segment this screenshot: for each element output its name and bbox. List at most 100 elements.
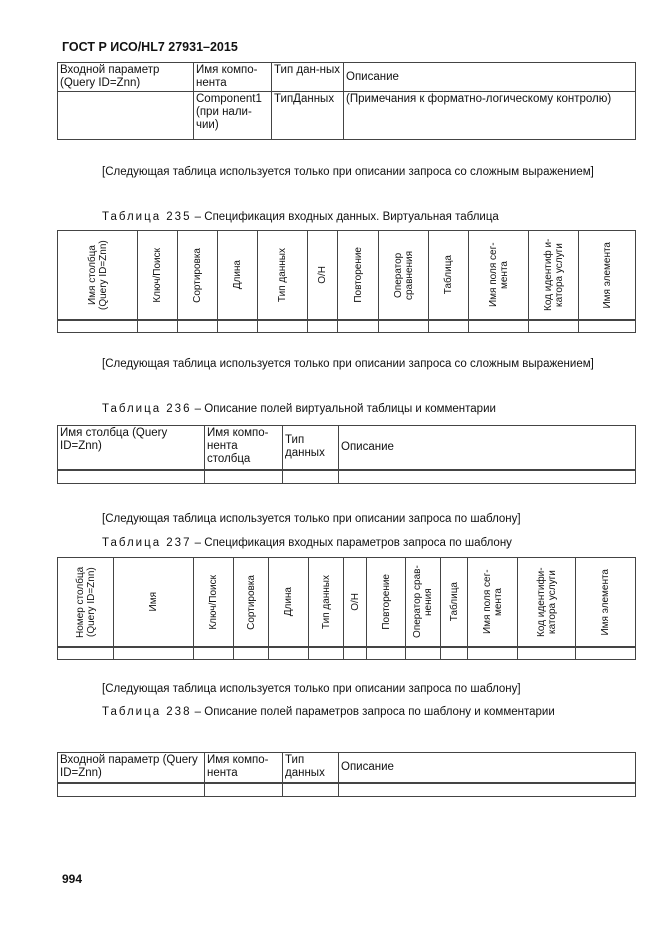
table-cell (308, 646, 344, 660)
table-235: Имя столбца (Query ID=Znn) Ключ/Поиск Сорт… (57, 230, 636, 333)
table-cell: Имя столбца (Query ID=Znn) (57, 425, 205, 471)
cell-text: Имя поля сег-мента (481, 569, 504, 635)
table-cell: Имя элемента (578, 230, 636, 321)
table-cell (113, 646, 194, 660)
cell-text: Таблица 238 (102, 706, 192, 718)
table-cell: Ключ/Поиск (137, 230, 178, 321)
cell-text: Ключ/Поиск (208, 574, 219, 630)
table-cell (405, 646, 441, 660)
table-cell (378, 319, 429, 333)
cell-text: Повторение (352, 247, 364, 303)
cell-text: Таблица 235 (102, 211, 192, 223)
cell: (Примечания к форматно-логическому контр… (343, 91, 636, 140)
table-cell: О/Н (343, 557, 367, 648)
cell (57, 91, 194, 140)
table-cell: О/Н (307, 230, 338, 321)
table-cell (57, 469, 205, 484)
table-cell (468, 319, 529, 333)
table-cell: Ключ/Поиск (193, 557, 234, 648)
table-caption-235: Таблица 235 – Спецификация входных данны… (62, 211, 630, 223)
table-caption-237: Таблица 237 – Спецификация входных парам… (62, 537, 630, 549)
table-cell (57, 319, 138, 333)
table-cell (257, 319, 308, 333)
table-cell: Номер столбца (Query ID=Znn) (57, 557, 114, 648)
document-header: ГОСТ Р ИСО/HL7 27931–2015 (62, 40, 238, 54)
note-paragraph: [Следующая таблица используется только п… (102, 683, 521, 695)
table-cell: Имя компо-нента столбца (204, 425, 283, 471)
table-cell: Имя компо-нента (204, 752, 283, 784)
table-cell (467, 646, 518, 660)
table-cell: Повторение (366, 557, 406, 648)
table-cell (338, 782, 636, 797)
table-cell (57, 782, 205, 797)
table-cell: Входной параметр (Query ID=Znn) (57, 752, 205, 784)
cell-text: Тип данных (320, 574, 332, 630)
table-237: Номер столбца (Query ID=Znn) Имя Ключ/Поис… (57, 557, 636, 660)
cell-text: Сортировка (245, 574, 257, 630)
cell-text: Имя элемента (601, 241, 613, 309)
table-cell: Тип данных (308, 557, 344, 648)
table-cell: Оператор сравнения (378, 230, 429, 321)
cell-text: Имя (148, 592, 159, 612)
table-cell (337, 319, 379, 333)
table-top: Входной параметр (Query ID=Znn) Имя компо… (57, 62, 636, 140)
table-cell: Код идентиф и-катора услуги (528, 230, 579, 321)
cell-text: Сортировка (192, 247, 203, 303)
table-cell: Сортировка (177, 230, 218, 321)
cell-text: Ключ/Поиск (152, 247, 163, 303)
table-cell: Код идентифи-катора услуги (517, 557, 576, 648)
table-cell (282, 782, 339, 797)
cell-text: Код идентиф и-катора услуги (542, 238, 565, 312)
cell-text: Длина (283, 587, 294, 617)
table-cell: Таблица (440, 557, 468, 648)
table-cell (440, 646, 468, 660)
table-cell: Длина (217, 230, 258, 321)
table-cell (517, 646, 576, 660)
cell-text: Таблица 237 (102, 537, 192, 549)
table-cell: Повторение (337, 230, 379, 321)
table-cell (204, 782, 283, 797)
cell-text: Номер столбца (Query ID=Znn) (74, 566, 97, 638)
note-paragraph: [Следующая таблица используется только п… (102, 166, 594, 178)
table-cell (217, 319, 258, 333)
table-236: Имя столбца (Query ID=Znn) Имя компо-нент… (57, 425, 636, 484)
table-cell: Имя элемента (575, 557, 636, 648)
cell-text: Таблица (448, 582, 460, 622)
cell-text: – Описание полей виртуальной таблицы и к… (191, 403, 496, 415)
cell-text: О/Н (349, 593, 361, 611)
cell-text: Тип данных (277, 247, 288, 303)
table-cell (343, 646, 367, 660)
cell: ТипДанных (271, 91, 344, 140)
table-cell (193, 646, 234, 660)
table-cell (233, 646, 269, 660)
cell: Имя компо-нента (193, 62, 272, 92)
table-cell (57, 646, 114, 660)
table-caption-236: Таблица 236 – Описание полей виртуальной… (62, 403, 630, 415)
table-cell: Тип данных (257, 230, 308, 321)
table-cell (282, 469, 339, 484)
cell-text: Повторение (380, 574, 392, 630)
cell-text: – Спецификация входных параметров запрос… (191, 537, 512, 549)
table-cell: Имя (113, 557, 194, 648)
table-cell: Имя поля сег-мента (468, 230, 529, 321)
table-cell (428, 319, 469, 333)
cell-text: О/Н (317, 266, 328, 284)
table-cell: Оператор срав-нения (405, 557, 441, 648)
table-cell: Описание (338, 425, 636, 471)
cell: Тип дан-ных (271, 62, 344, 92)
cell-text: Таблица 236 (102, 403, 192, 415)
note-paragraph: [Следующая таблица используется только п… (102, 358, 594, 370)
table-cell: Тип данных (282, 425, 339, 471)
table-cell: Тип данных (282, 752, 339, 784)
cell: Component1 (при нали-чии) (193, 91, 272, 140)
table-cell: Имя столбца (Query ID=Znn) (57, 230, 138, 321)
cell-text: Код идентифи-катора услуги (535, 567, 558, 637)
note-paragraph: [Следующая таблица используется только п… (102, 513, 521, 525)
cell: Входной параметр (Query ID=Znn) (57, 62, 194, 92)
table-cell: Длина (268, 557, 309, 648)
cell-text: Длина (232, 260, 243, 290)
cell-text: Оператор сравнения (392, 250, 415, 300)
table-cell: Имя поля сег-мента (467, 557, 518, 648)
table-cell (575, 646, 636, 660)
table-cell: Сортировка (233, 557, 269, 648)
